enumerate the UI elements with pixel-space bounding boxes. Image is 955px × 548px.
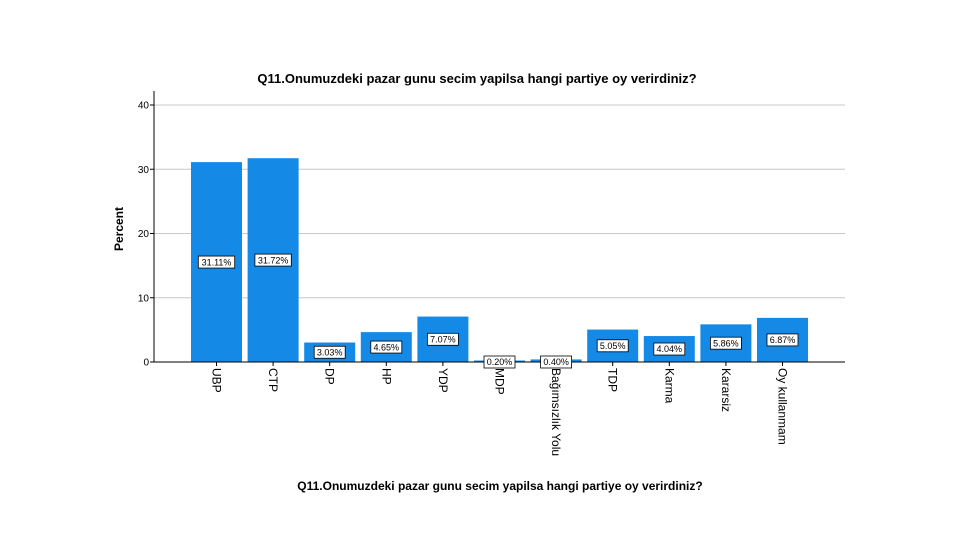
data-label-text: 3.03% <box>317 347 343 357</box>
data-label: 5.86% <box>710 336 742 350</box>
category-label: CTP <box>266 368 280 392</box>
y-axis-title: Percent <box>112 207 126 251</box>
x-axis-title: Q11.Onumuzdeki pazar gunu secim yapilsa … <box>297 479 702 493</box>
data-label: 4.65% <box>370 340 403 354</box>
data-label: 0.40% <box>540 355 572 369</box>
chart-title: Q11.Onumuzdeki pazar gunu secim yapilsa … <box>257 71 696 86</box>
data-label: 4.04% <box>653 342 686 356</box>
data-label-box <box>710 336 742 350</box>
category-label: Bağımsızlık Yolu <box>549 368 563 456</box>
data-label-text: 31.11% <box>202 257 232 267</box>
data-label: 31.72% <box>254 253 292 267</box>
category-label: YDP <box>436 368 450 393</box>
data-labels: 31.11% 31.72% 3.03% 4.65% 7.07% 0.20% 0.40% 5.0… <box>197 253 799 369</box>
data-label: 6.87% <box>766 333 799 347</box>
y-tick-label: 0 <box>143 358 149 369</box>
data-label-text: 5.86% <box>713 338 739 348</box>
data-label: 5.05% <box>596 339 629 353</box>
category-label: DP <box>323 368 337 385</box>
data-label-text: 31.72% <box>258 255 289 265</box>
data-label-box <box>370 340 403 354</box>
category-label: Kararsiz <box>719 368 733 412</box>
data-label-box <box>483 355 516 369</box>
y-tick-labels: 0 10 20 30 40 <box>138 101 150 369</box>
y-tick-label: 30 <box>138 165 150 176</box>
data-label-box <box>426 332 459 346</box>
y-tick-label: 20 <box>138 229 150 240</box>
category-label: MDP <box>493 368 507 395</box>
data-label: 3.03% <box>313 345 346 359</box>
data-label-box <box>766 333 799 347</box>
data-label: 31.11% <box>197 255 236 269</box>
y-tick-label: 10 <box>138 293 150 304</box>
data-label-box <box>254 253 292 267</box>
category-labels: UBP CTP DP HP YDP MDP Bağımsızlık Yolu TDP Karma… <box>210 362 790 456</box>
data-label: 7.07% <box>426 332 459 346</box>
category-label: TDP <box>606 368 620 392</box>
data-label-box <box>313 345 346 359</box>
data-label-box <box>596 339 629 353</box>
data-label-text: 7.07% <box>430 334 456 344</box>
data-label-text: 0.20% <box>487 357 513 367</box>
category-label: UBP <box>210 368 224 393</box>
y-tick-label: 40 <box>138 101 150 112</box>
category-label: HP <box>379 368 393 385</box>
data-label-box <box>653 342 686 356</box>
data-label-box <box>540 355 572 369</box>
data-label-text: 6.87% <box>770 335 796 345</box>
data-label-text: 0.40% <box>543 357 569 367</box>
category-label: Karma <box>662 368 676 404</box>
data-label: 0.20% <box>483 355 516 369</box>
category-label: Oy kullanmam <box>776 368 790 445</box>
data-label-box <box>197 255 236 269</box>
data-label-text: 4.04% <box>657 344 683 354</box>
data-label-text: 4.65% <box>374 342 400 352</box>
data-label-text: 5.05% <box>600 341 626 351</box>
